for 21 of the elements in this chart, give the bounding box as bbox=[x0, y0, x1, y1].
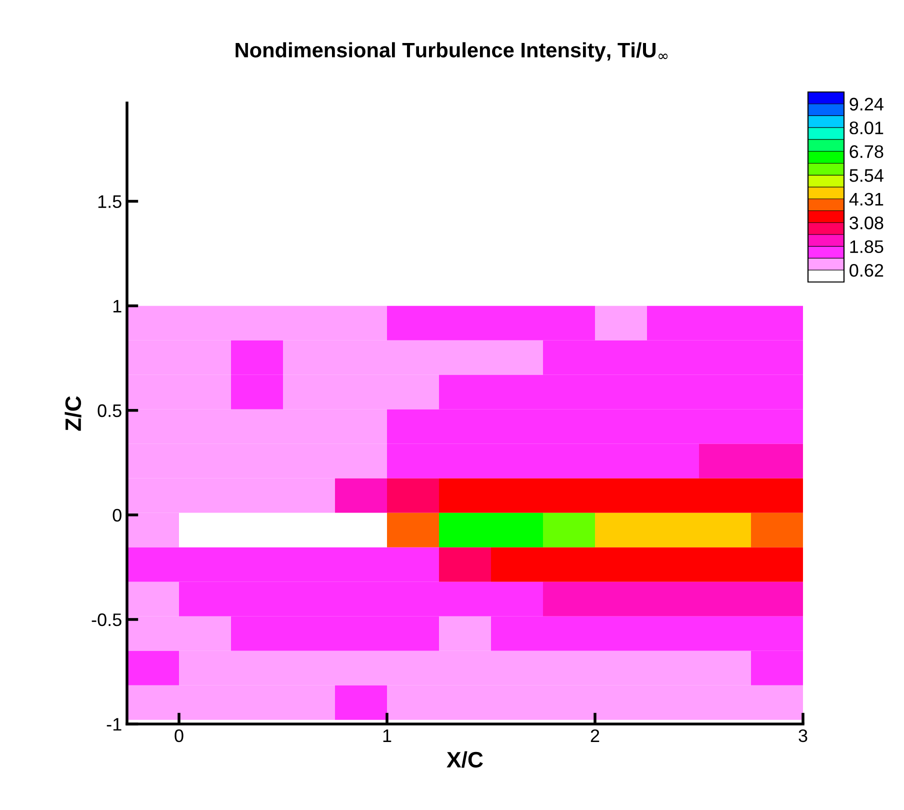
x-tick-label: 2 bbox=[590, 729, 600, 742]
y-axis-title: Z/C bbox=[64, 396, 82, 431]
y-tick-label: 0 bbox=[112, 508, 122, 522]
color-bar-label: 3.08 bbox=[850, 216, 884, 230]
x-axis-title: X/C bbox=[446, 751, 483, 768]
color-bar-label: 4.31 bbox=[849, 192, 884, 206]
x-tick-label: 1 bbox=[383, 730, 392, 742]
y-tick-label: -0.5 bbox=[92, 613, 122, 626]
color-bar-label: 0.62 bbox=[850, 264, 884, 277]
x-tick-label: 3 bbox=[798, 729, 808, 742]
y-tick-label: 1.5 bbox=[98, 195, 122, 208]
y-tick-label: 1 bbox=[113, 300, 122, 312]
x-tick-label: 0 bbox=[174, 729, 184, 742]
y-tick-label: -1 bbox=[106, 718, 122, 731]
chart-title: Nondimensional Turbulence Intensity, Ti/U$_{∞}$ bbox=[236, 42, 668, 62]
color-bar-label: 8.01 bbox=[850, 122, 884, 134]
color-bar-label: 6.78 bbox=[850, 145, 884, 158]
y-tick-label: 0.5 bbox=[98, 404, 122, 418]
color-bar-label: 9.24 bbox=[850, 98, 884, 111]
color-bar-label: 5.54 bbox=[850, 169, 884, 182]
color-bar-label: 1.85 bbox=[850, 240, 884, 254]
